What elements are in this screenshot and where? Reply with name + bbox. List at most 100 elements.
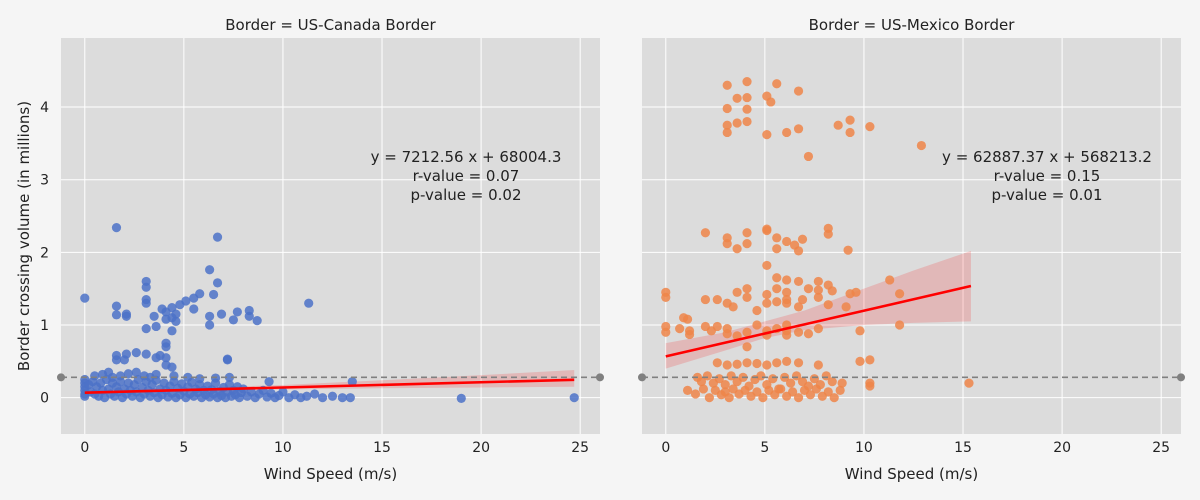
x-tick-label: 0 [80,440,89,456]
data-point [712,294,722,305]
data-point [916,140,927,151]
data-point [216,309,227,319]
data-point [726,371,736,381]
data-point [704,393,714,403]
data-point [712,358,722,368]
data-point [885,275,895,285]
data-point [835,385,845,396]
data-point [732,287,742,297]
data-point [310,389,320,399]
data-point [327,391,338,401]
data-point [675,324,685,334]
data-point [224,372,235,382]
regression-line-path [84,378,575,395]
data-point [252,316,262,326]
data-point [809,374,820,384]
data-point [758,393,768,403]
data-point [742,104,752,114]
data-point [768,374,778,384]
scatter-points [661,76,974,403]
data-point [841,302,851,312]
data-point [895,320,905,330]
data-point [865,381,875,391]
data-point [855,326,865,336]
data-point [803,284,814,294]
data-point [115,377,126,387]
data-point [772,358,782,368]
data-point [782,287,792,297]
data-point [696,377,707,387]
data-point [782,127,792,138]
data-point [803,151,814,162]
data-point [793,86,804,96]
data-point [823,229,833,239]
data-point [712,321,722,332]
tick-labels: 0 5 10 15 20 25 0 1 2 3 4 [40,100,589,456]
reference-line [638,373,1185,382]
data-point [161,314,171,324]
data-point [813,285,823,295]
data-point [700,294,711,305]
x-axis-label: Wind Speed (m/s) [845,465,978,483]
data-point [722,127,732,138]
y-tick-label: 0 [40,391,49,407]
data-point [793,276,804,287]
x-tick-label: 20 [1053,440,1071,456]
data-point [813,324,823,334]
data-point [304,298,314,308]
data-point [742,116,752,127]
r-value: r-value = 0.15 [994,167,1101,185]
regression-line [84,378,575,395]
data-point [720,379,730,390]
data-point [772,297,782,307]
data-point [762,298,772,308]
x-tick-label: 0 [661,440,670,456]
data-point [782,356,792,366]
data-point [827,286,837,296]
data-point [728,302,738,312]
data-point [762,260,772,271]
grid [642,38,1181,434]
data-point [208,289,219,300]
data-point [131,367,141,377]
data-point [111,355,122,365]
data-point [167,326,177,336]
data-point [793,393,804,403]
data-point [742,76,752,87]
data-point [347,377,357,387]
data-point [797,294,808,305]
data-point [714,374,724,384]
data-point [837,378,847,388]
p-value: p-value = 0.02 [410,186,521,204]
data-point [732,244,742,254]
data-point [788,387,798,397]
data-point [786,378,796,388]
data-point [121,311,131,321]
data-point [742,284,752,294]
data-point [722,360,732,370]
data-point [264,377,274,387]
data-point [684,329,695,340]
data-point [732,118,742,128]
data-point [698,384,709,394]
data-point [682,385,693,396]
data-point [682,314,693,324]
data-point [855,356,865,366]
data-point [222,355,233,365]
data-point [722,80,732,90]
data-point [762,289,772,300]
plot-background [642,38,1181,434]
regression-equation: y = 62887.37 x + 568213.2 [942,148,1152,166]
data-point [722,120,732,130]
panel-title: Border = US-Mexico Border [809,16,1016,34]
x-tick-label: 15 [373,440,391,456]
y-tick-label: 4 [40,100,49,116]
x-tick-label: 15 [954,440,972,456]
grid [61,38,600,434]
data-point [212,278,223,288]
data-point [690,389,701,399]
data-point [149,311,159,321]
data-point [232,307,242,317]
data-point [724,393,734,403]
